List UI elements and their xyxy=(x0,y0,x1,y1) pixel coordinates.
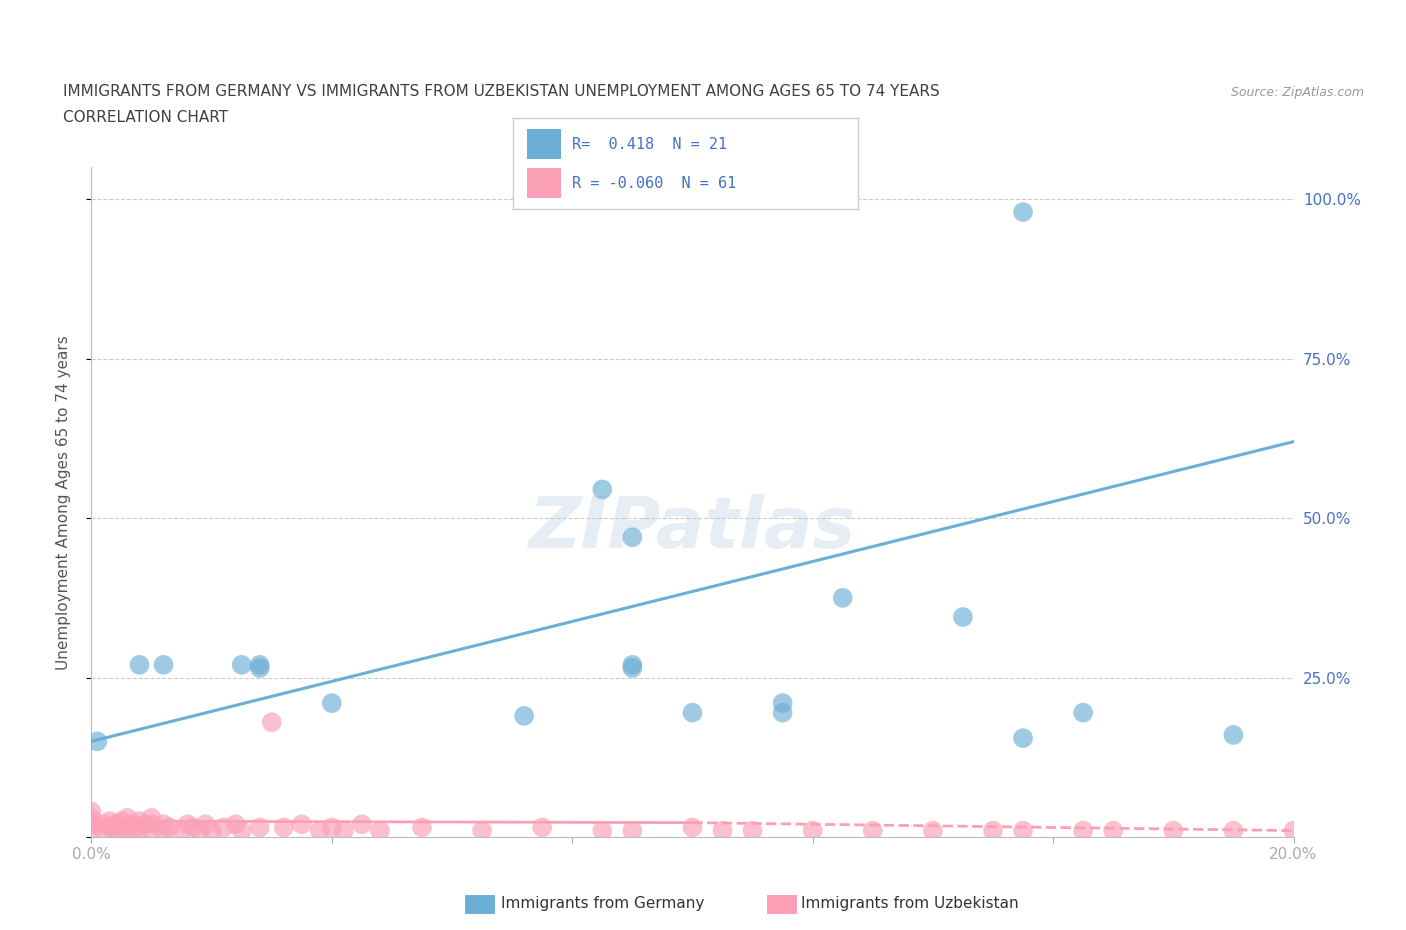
Point xyxy=(321,820,343,835)
Point xyxy=(80,817,103,831)
Point xyxy=(201,823,224,838)
Point xyxy=(922,823,945,838)
Point xyxy=(1222,727,1244,742)
Point xyxy=(152,817,174,831)
Point xyxy=(183,820,205,835)
Point xyxy=(1102,823,1125,838)
Point xyxy=(831,591,853,605)
Point xyxy=(531,820,554,835)
Point xyxy=(1012,731,1035,746)
Point xyxy=(93,817,115,831)
Point xyxy=(176,817,198,831)
Point xyxy=(1222,823,1244,838)
Text: R=  0.418  N = 21: R= 0.418 N = 21 xyxy=(572,137,727,152)
Point xyxy=(368,823,391,838)
Point xyxy=(80,823,103,838)
Point xyxy=(621,660,644,675)
Point xyxy=(1012,823,1035,838)
Point xyxy=(86,734,108,749)
Text: ZIPatlas: ZIPatlas xyxy=(529,495,856,564)
Point xyxy=(981,823,1004,838)
Point xyxy=(170,823,193,838)
Point xyxy=(122,823,145,838)
Text: IMMIGRANTS FROM GERMANY VS IMMIGRANTS FROM UZBEKISTAN UNEMPLOYMENT AMONG AGES 65: IMMIGRANTS FROM GERMANY VS IMMIGRANTS FR… xyxy=(63,84,941,99)
Point xyxy=(80,810,103,825)
Point xyxy=(122,817,145,831)
Text: Source: ZipAtlas.com: Source: ZipAtlas.com xyxy=(1230,86,1364,99)
Point xyxy=(621,658,644,672)
Point xyxy=(1161,823,1184,838)
Point xyxy=(1071,823,1094,838)
Bar xyxy=(527,168,561,198)
Point xyxy=(249,820,271,835)
Point xyxy=(231,658,253,672)
Point xyxy=(411,820,433,835)
Point xyxy=(188,823,211,838)
Point xyxy=(98,814,121,829)
Point xyxy=(321,696,343,711)
Point xyxy=(110,823,132,838)
Point xyxy=(104,823,127,838)
Y-axis label: Unemployment Among Ages 65 to 74 years: Unemployment Among Ages 65 to 74 years xyxy=(56,335,70,670)
Point xyxy=(128,658,150,672)
Point xyxy=(212,820,235,835)
Point xyxy=(471,823,494,838)
Point xyxy=(591,823,613,838)
Point xyxy=(772,705,794,720)
Point xyxy=(591,482,613,497)
Point xyxy=(350,817,373,831)
Point xyxy=(308,823,330,838)
Point xyxy=(152,658,174,672)
Text: R = -0.060  N = 61: R = -0.060 N = 61 xyxy=(572,176,735,191)
Point xyxy=(194,817,217,831)
Point xyxy=(249,658,271,672)
Point xyxy=(225,817,247,831)
Text: Immigrants from Uzbekistan: Immigrants from Uzbekistan xyxy=(801,897,1019,911)
Point xyxy=(249,660,271,675)
Point xyxy=(117,820,139,835)
Point xyxy=(291,817,314,831)
Point xyxy=(772,696,794,711)
Point xyxy=(80,804,103,819)
Point xyxy=(141,817,163,831)
Point xyxy=(862,823,884,838)
Point xyxy=(681,705,703,720)
Text: CORRELATION CHART: CORRELATION CHART xyxy=(63,110,228,125)
Point xyxy=(952,609,974,624)
Point xyxy=(333,823,356,838)
Point xyxy=(681,820,703,835)
Point xyxy=(141,810,163,825)
Point xyxy=(621,823,644,838)
Point xyxy=(741,823,763,838)
Point xyxy=(104,817,127,831)
Point xyxy=(513,709,536,724)
Point xyxy=(1071,705,1094,720)
Point xyxy=(128,823,150,838)
Point xyxy=(621,530,644,545)
Point xyxy=(110,814,132,829)
Point xyxy=(128,814,150,829)
Point xyxy=(1012,205,1035,219)
Point xyxy=(159,820,181,835)
Point xyxy=(117,810,139,825)
Point xyxy=(1282,823,1305,838)
Point xyxy=(141,823,163,838)
Point xyxy=(152,823,174,838)
Point xyxy=(273,820,295,835)
Point xyxy=(231,823,253,838)
Point xyxy=(260,715,283,730)
Text: Immigrants from Germany: Immigrants from Germany xyxy=(501,897,704,911)
Point xyxy=(98,820,121,835)
Point xyxy=(801,823,824,838)
Point xyxy=(93,823,115,838)
Point xyxy=(134,817,156,831)
Bar xyxy=(527,129,561,159)
Point xyxy=(711,823,734,838)
